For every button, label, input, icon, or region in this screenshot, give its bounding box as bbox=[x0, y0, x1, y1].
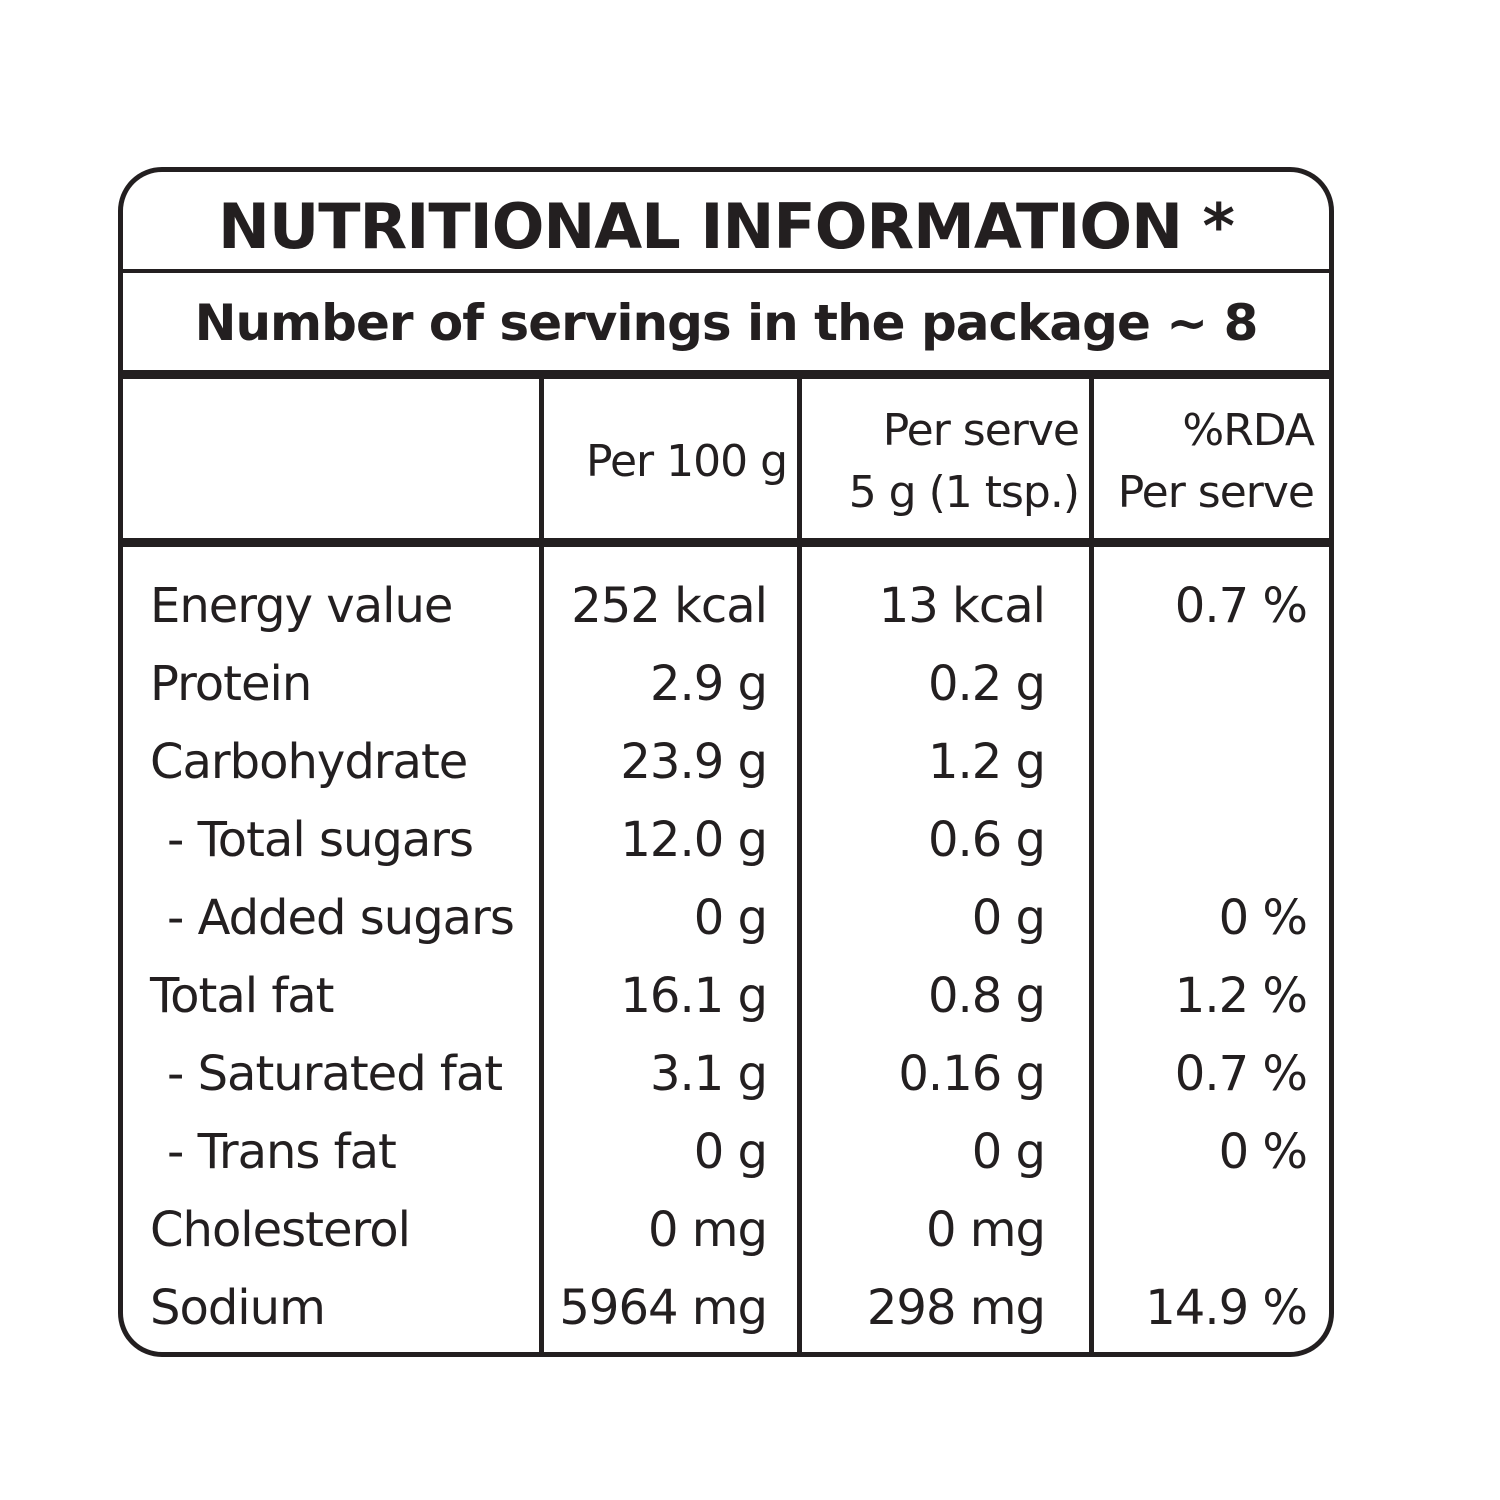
value-rda: 0 % bbox=[1218, 1124, 1308, 1180]
value-per-serve: 0.6 g bbox=[927, 812, 1046, 868]
header-rda-label: %RDA bbox=[1182, 405, 1315, 456]
header-per-100g: Per 100 g bbox=[544, 382, 788, 542]
divider-title bbox=[123, 269, 1329, 273]
nutrient-row: Carbohydrate 23.9 g 1.2 g bbox=[123, 723, 1329, 801]
nutrient-name: - Added sugars bbox=[167, 890, 515, 946]
value-per-100g: 23.9 g bbox=[620, 734, 768, 790]
value-per-serve: 1.2 g bbox=[927, 734, 1046, 790]
value-per-serve: 13 kcal bbox=[878, 578, 1046, 634]
nutrient-name: Carbohydrate bbox=[150, 734, 468, 790]
nutrient-name: Total fat bbox=[150, 968, 334, 1024]
header-per-serve: Per serve 5 g (1 tsp.) bbox=[802, 382, 1080, 542]
value-rda: 1.2 % bbox=[1174, 968, 1308, 1024]
value-per-serve: 0 g bbox=[971, 890, 1046, 946]
nutrient-row: - Trans fat 0 g 0 g 0 % bbox=[123, 1113, 1329, 1191]
value-per-serve: 0.2 g bbox=[927, 656, 1046, 712]
value-per-100g: 12.0 g bbox=[620, 812, 768, 868]
header-per-serve-label: Per serve bbox=[882, 405, 1080, 456]
value-per-serve: 0 mg bbox=[925, 1202, 1046, 1258]
nutrient-name: - Trans fat bbox=[167, 1124, 397, 1180]
nutrient-row: Total fat 16.1 g 0.8 g 1.2 % bbox=[123, 957, 1329, 1035]
header-per-100g-label: Per 100 g bbox=[585, 436, 788, 487]
value-per-100g: 3.1 g bbox=[649, 1046, 768, 1102]
value-rda: 14.9 % bbox=[1145, 1280, 1308, 1336]
nutrient-name: Energy value bbox=[150, 578, 453, 634]
column-divider-3 bbox=[1089, 379, 1094, 1352]
value-per-100g: 2.9 g bbox=[649, 656, 768, 712]
header-rda: %RDA Per serve bbox=[1094, 382, 1315, 542]
value-per-serve: 0 g bbox=[971, 1124, 1046, 1180]
nutrition-label: NUTRITIONAL INFORMATION * Number of serv… bbox=[118, 167, 1334, 1357]
value-per-100g: 16.1 g bbox=[620, 968, 768, 1024]
nutrient-name: - Saturated fat bbox=[167, 1046, 503, 1102]
value-per-100g: 0 g bbox=[693, 890, 768, 946]
nutrient-name: Sodium bbox=[150, 1280, 326, 1336]
column-divider-2 bbox=[797, 379, 802, 1352]
value-rda: 0 % bbox=[1218, 890, 1308, 946]
value-per-100g: 0 mg bbox=[647, 1202, 768, 1258]
column-divider-1 bbox=[539, 379, 544, 1352]
nutrient-name: Cholesterol bbox=[150, 1202, 411, 1258]
value-per-serve: 0.16 g bbox=[898, 1046, 1046, 1102]
value-per-100g: 5964 mg bbox=[559, 1280, 768, 1336]
divider-header bbox=[123, 538, 1329, 547]
nutrient-rows: Energy value 252 kcal 13 kcal 0.7 % Protein 2… bbox=[123, 567, 1329, 1347]
value-per-100g: 252 kcal bbox=[571, 578, 768, 634]
nutrient-row: Energy value 252 kcal 13 kcal 0.7 % bbox=[123, 567, 1329, 645]
nutrient-row: Cholesterol 0 mg 0 mg bbox=[123, 1191, 1329, 1269]
nutrient-row: - Added sugars 0 g 0 g 0 % bbox=[123, 879, 1329, 957]
nutrient-row: - Total sugars 12.0 g 0.6 g bbox=[123, 801, 1329, 879]
divider-servings bbox=[123, 370, 1329, 379]
header-rda-per-serve: Per serve bbox=[1117, 467, 1315, 518]
nutrient-row: Protein 2.9 g 0.2 g bbox=[123, 645, 1329, 723]
label-title: NUTRITIONAL INFORMATION * bbox=[218, 190, 1235, 263]
value-per-100g: 0 g bbox=[693, 1124, 768, 1180]
header-serve-size: 5 g (1 tsp.) bbox=[848, 467, 1080, 518]
nutrient-row: - Saturated fat 3.1 g 0.16 g 0.7 % bbox=[123, 1035, 1329, 1113]
value-per-serve: 298 mg bbox=[866, 1280, 1046, 1336]
nutrient-row: Sodium 5964 mg 298 mg 14.9 % bbox=[123, 1269, 1329, 1347]
value-rda: 0.7 % bbox=[1174, 1046, 1308, 1102]
nutrient-name: - Total sugars bbox=[167, 812, 474, 868]
value-per-serve: 0.8 g bbox=[927, 968, 1046, 1024]
value-rda: 0.7 % bbox=[1174, 578, 1308, 634]
servings-info: Number of servings in the package ~ 8 bbox=[194, 294, 1259, 352]
nutrient-name: Protein bbox=[150, 656, 312, 712]
